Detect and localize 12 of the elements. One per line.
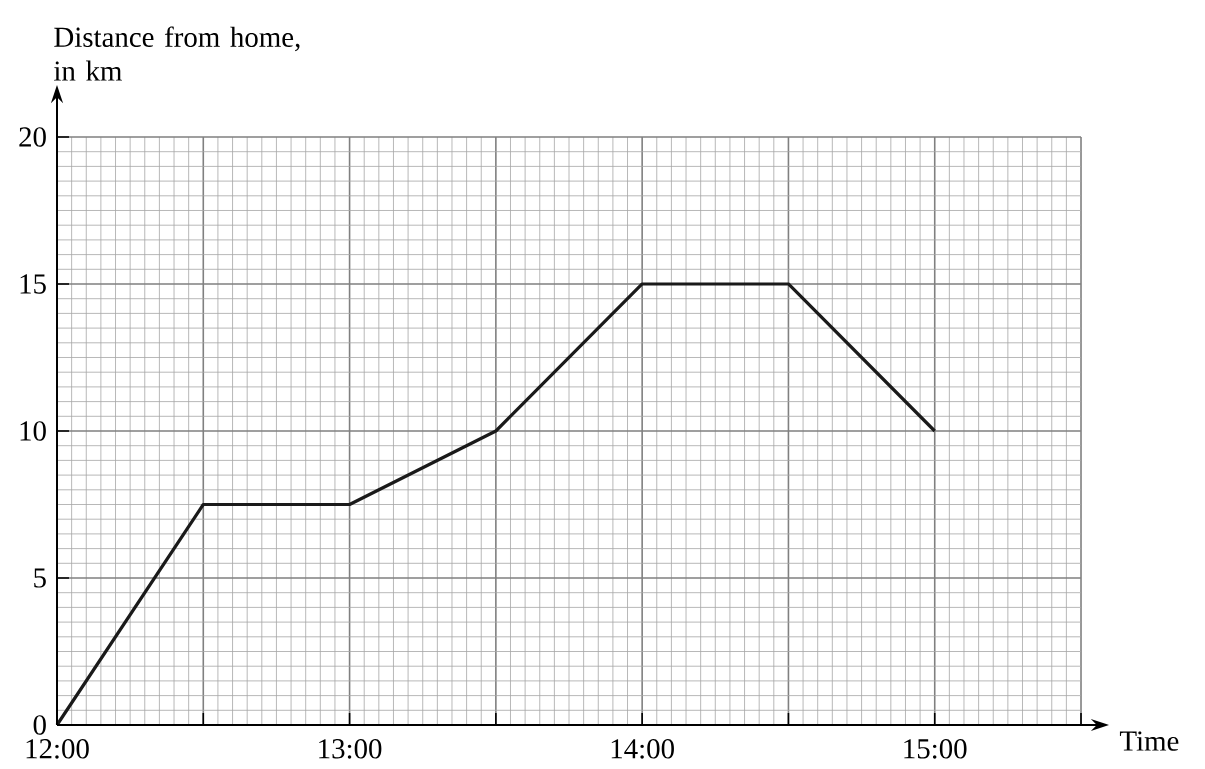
- x-tick-label: 15:00: [904, 739, 967, 759]
- x-tick-label: 13:00: [319, 739, 382, 759]
- line-series: [55, 282, 937, 727]
- y-axis-title: Distance from home, in km: [53, 26, 300, 81]
- x-tick-label: 14:00: [611, 739, 674, 759]
- y-tick-label: 10: [20, 421, 46, 441]
- x-axis-title: Time: [1119, 731, 1179, 751]
- y-tick-label: 20: [19, 127, 46, 147]
- y-tick-label: 15: [20, 274, 46, 294]
- y-tick-label: 0: [33, 715, 46, 735]
- x-tick-label: 12:00: [26, 739, 89, 759]
- y-tick-label: 5: [34, 568, 46, 588]
